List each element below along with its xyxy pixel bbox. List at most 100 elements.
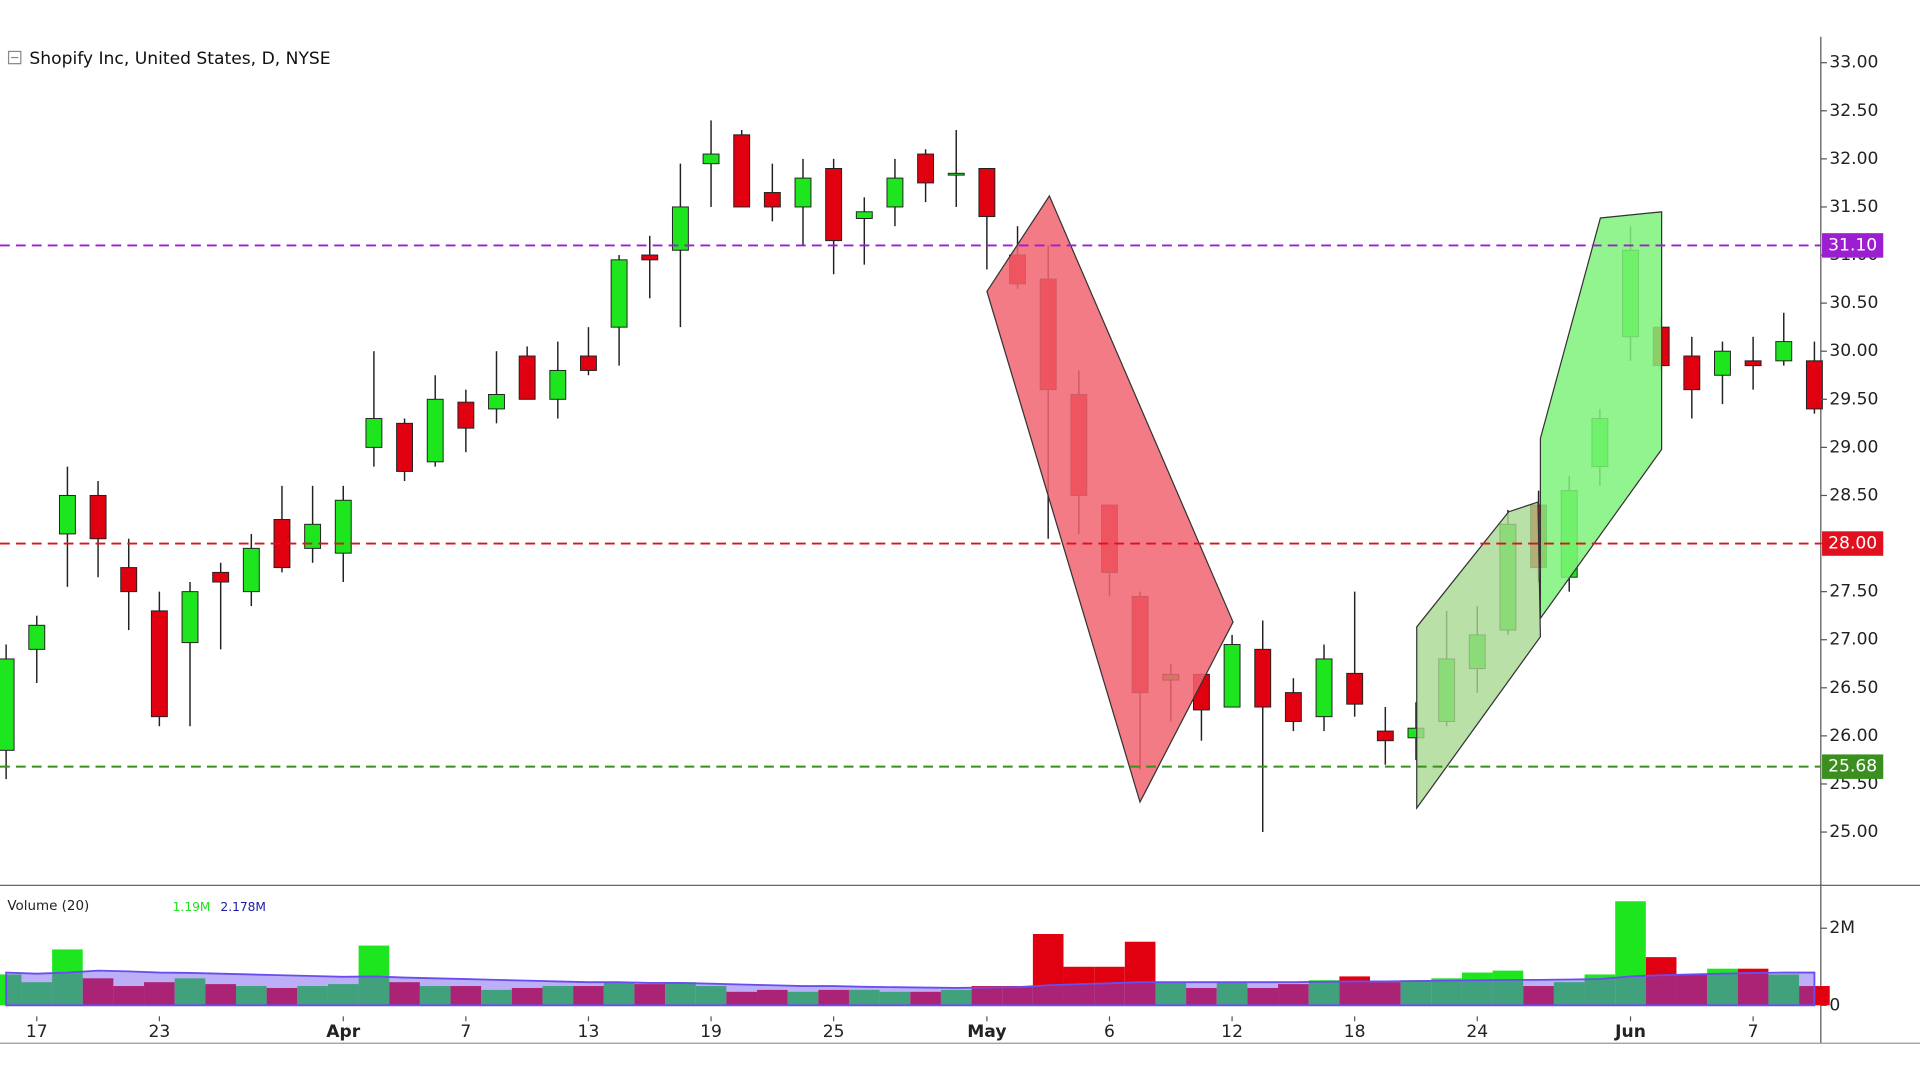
- volume-bar: [266, 987, 298, 1006]
- red-channel: [986, 194, 1234, 804]
- volume-bar: [1247, 987, 1279, 1006]
- x-tick-label: 7: [460, 1022, 471, 1042]
- candle-body: [242, 547, 260, 593]
- volume-bar: [634, 984, 666, 1006]
- y-tick-label: 27.50: [1829, 582, 1878, 602]
- candle-body: [304, 523, 322, 549]
- y-tick-label: 29.00: [1829, 437, 1878, 457]
- volume-bar: [297, 986, 328, 1006]
- green-channel: [1416, 501, 1542, 811]
- volume-bar: [21, 982, 53, 1006]
- candle-body: [1744, 360, 1762, 367]
- volume-bar: [144, 982, 175, 1006]
- y-tick-label: 32.50: [1829, 101, 1878, 121]
- volume-bar: [848, 989, 880, 1006]
- candle-body: [702, 153, 720, 165]
- volume-bar: [52, 949, 83, 1006]
- candle-body: [855, 211, 873, 219]
- price-label: 31.10: [1828, 235, 1877, 255]
- volume-bar: [113, 986, 145, 1006]
- volume-bar: [236, 986, 267, 1006]
- volume-bar: [818, 989, 849, 1006]
- candle-body: [978, 167, 996, 218]
- candle-body: [457, 401, 475, 429]
- y-tick-label: 25.50: [1829, 774, 1878, 794]
- candle-body: [426, 398, 444, 463]
- volume-bar: [1216, 982, 1248, 1006]
- drawings: [986, 194, 1663, 811]
- x-tick-label: 7: [1748, 1022, 1759, 1042]
- volume-bar: [1308, 980, 1340, 1006]
- volume-bar: [174, 978, 206, 1006]
- volume-bar: [1492, 970, 1524, 1006]
- candle-body: [89, 494, 107, 540]
- volume-bar: [1523, 986, 1554, 1006]
- volume-bar: [1645, 957, 1677, 1006]
- candle-body: [212, 571, 230, 583]
- volume-bar: [1615, 901, 1646, 1006]
- candle-body: [763, 192, 781, 208]
- volume-bar: [1676, 974, 1708, 1006]
- volume-bar: [1124, 941, 1156, 1006]
- volume-title: Volume (20): [7, 899, 89, 914]
- candle-body: [671, 206, 689, 251]
- volume-bar: [910, 991, 941, 1006]
- candle-body: [518, 355, 536, 400]
- volume-bar: [419, 986, 451, 1006]
- y-tick-label: 26.00: [1829, 726, 1878, 746]
- volume-bar: [1461, 972, 1493, 1006]
- volume-bar: [1186, 987, 1217, 1006]
- volume-bar: [726, 991, 758, 1006]
- y-tick-label: 25.00: [1829, 822, 1878, 842]
- candle-body: [947, 172, 965, 176]
- chart-title: Shopify Inc, United States, D, NYSE: [29, 49, 330, 69]
- candle-body: [150, 610, 168, 718]
- volume-bar: [665, 982, 696, 1006]
- price-label: 28.00: [1828, 534, 1877, 554]
- candle-body: [1315, 658, 1333, 718]
- volume-bar: [1278, 984, 1309, 1006]
- volume-bar: [757, 989, 788, 1006]
- y-tick-label: 26.50: [1829, 678, 1878, 698]
- candle-body: [1683, 355, 1701, 391]
- y-tick-label: 29.50: [1829, 389, 1878, 409]
- y-tick-label: 28.50: [1829, 485, 1878, 505]
- x-tick-label: 12: [1221, 1022, 1243, 1042]
- volume-bar: [358, 945, 390, 1006]
- volume-bar: [1032, 934, 1064, 1006]
- volume-bar: [542, 986, 574, 1006]
- candle-body: [886, 177, 904, 208]
- candle-body: [1223, 644, 1241, 708]
- collapse-icon[interactable]: [7, 50, 22, 65]
- volume-bar: [1431, 978, 1462, 1006]
- candle-body: [334, 499, 352, 554]
- volume-bar: [1400, 980, 1432, 1006]
- price-label-box: [1822, 233, 1884, 258]
- volume-bar: [1737, 968, 1769, 1006]
- volume-bar: [971, 986, 1003, 1006]
- x-tick-label: 13: [578, 1022, 600, 1042]
- volume-bar: [450, 986, 482, 1006]
- candle-body: [641, 254, 659, 261]
- price-label-box: [1822, 754, 1884, 779]
- y-tick-label: 31.50: [1829, 197, 1878, 217]
- candle-body: [1775, 341, 1793, 362]
- volume-bar: [879, 991, 911, 1006]
- y-tick-label: 32.00: [1829, 149, 1878, 169]
- y-tick-label: 30.50: [1829, 293, 1878, 313]
- candle-body: [1714, 350, 1731, 376]
- candle-body: [365, 418, 383, 448]
- x-tick-label: 19: [700, 1022, 722, 1042]
- volume-bar: [1768, 974, 1800, 1006]
- y-tick-label: 27.00: [1829, 630, 1878, 650]
- x-tick-label: Jun: [1614, 1022, 1646, 1042]
- candle-body: [1346, 672, 1364, 705]
- x-tick-label: 18: [1344, 1022, 1366, 1042]
- candle-body: [825, 167, 843, 242]
- candle-body: [917, 153, 935, 184]
- x-tick-label: 6: [1104, 1022, 1115, 1042]
- candle-body: [580, 355, 597, 371]
- volume-bar: [205, 984, 236, 1006]
